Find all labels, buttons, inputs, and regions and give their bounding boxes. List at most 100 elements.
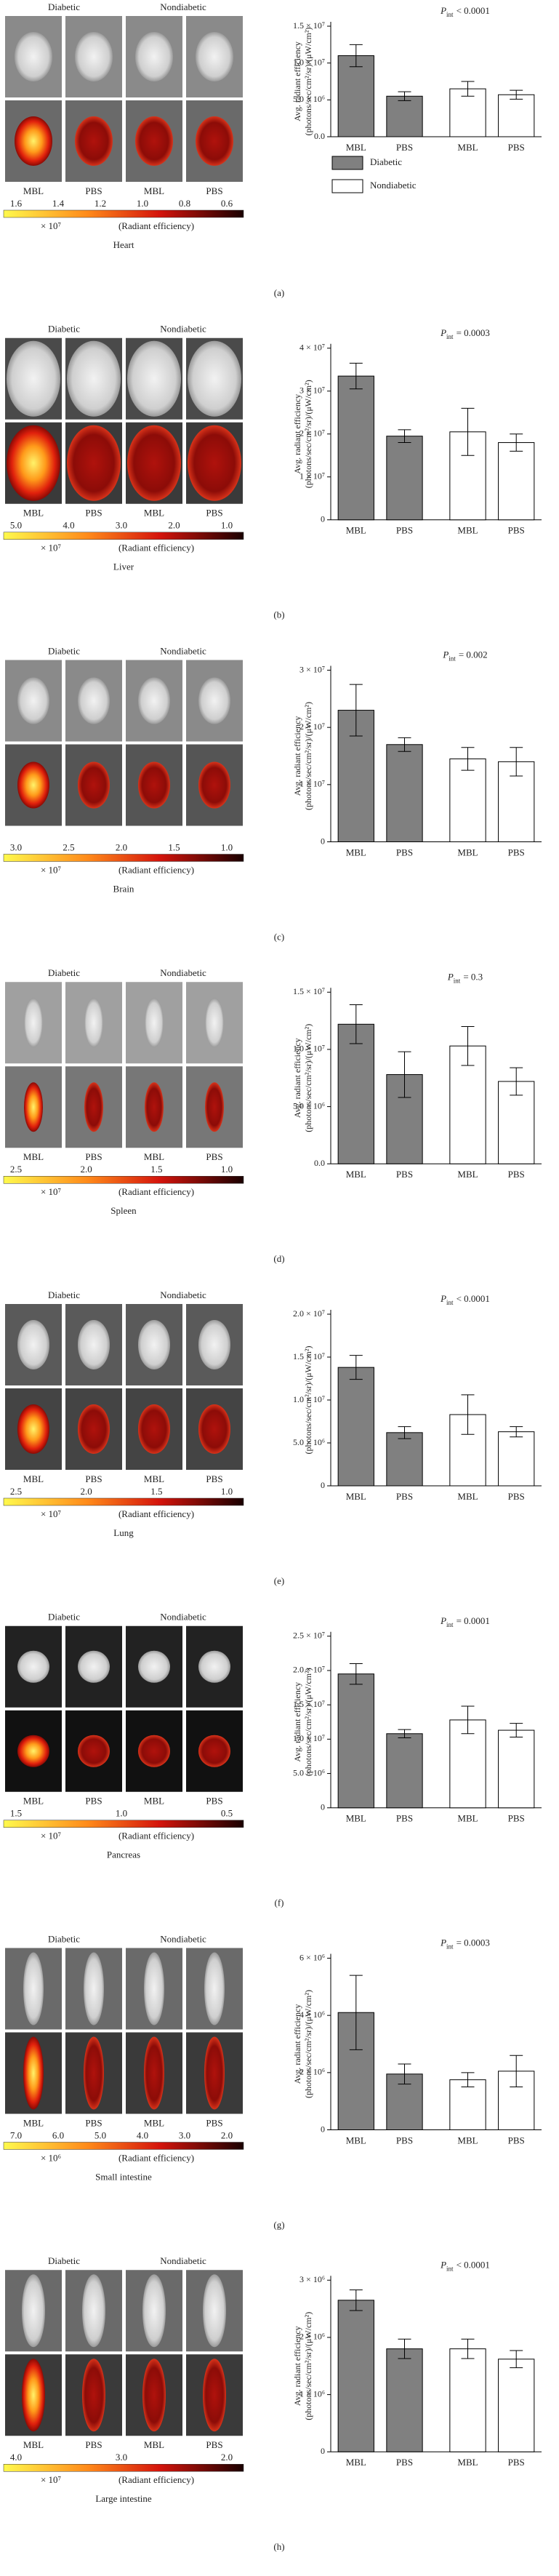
chart: Avg. radiant efficiency (photons/sec/cm²/…: [292, 327, 542, 536]
y-axis-label: (photons/sec/cm²/sr)/(μW/cm²): [303, 702, 313, 810]
group-label: Nondiabetic: [160, 2255, 206, 2266]
y-tick-label: 2 × 10⁷: [299, 428, 325, 439]
x-tick-label: PBS: [396, 525, 413, 536]
x-tick-label: PBS: [508, 142, 525, 153]
organ-name: Pancreas: [107, 1849, 140, 1860]
organ-name: Brain: [113, 883, 134, 894]
lane-label: PBS: [85, 1796, 102, 1807]
scale-tick-label: 7.0: [10, 2129, 22, 2140]
scale-tick-label: 3.0: [116, 2452, 127, 2463]
organ-signal: [138, 1735, 170, 1767]
organ: [78, 677, 110, 724]
x-tick-label: MBL: [457, 1169, 478, 1180]
error-bar: [510, 747, 523, 777]
error-bar: [349, 1975, 363, 2050]
p-text: < 0.0001: [457, 5, 490, 16]
p-text: = 0.3: [463, 971, 483, 982]
y-axis-label: (photons/sec/cm²/sr)/(μW/cm²): [303, 1024, 313, 1132]
organ: [7, 340, 60, 417]
error-bar: [510, 433, 523, 452]
panel: Diabetic Nondiabetic MBL PBS MBL PBS 4.0 3.0 2.0…: [3, 2255, 285, 2552]
error-bar: [510, 1723, 523, 1738]
scale-multiplier: × 10⁷: [41, 2474, 61, 2485]
scale-unit: (Radiant efficiency): [118, 1831, 194, 1841]
panel: Diabetic Nondiabetic MBL PBS MBL PBS 5.0 4.0 3.0…: [3, 324, 285, 620]
panel: Diabetic Nondiabetic MBL PBS MBL PBS 1.6 1.4 1.2…: [3, 1, 284, 298]
y-axis-label: (photons/sec/cm²/sr)/(μW/cm²): [303, 1990, 313, 2098]
group-label: Diabetic: [48, 1289, 80, 1300]
lane-label: PBS: [85, 508, 102, 519]
organ-name: Lung: [113, 1527, 134, 1538]
organ-signal: [204, 2036, 225, 2110]
scale-multiplier: × 10⁷: [41, 1186, 61, 1197]
organ-name: Large intestine: [95, 2493, 152, 2504]
error-bar: [349, 1355, 363, 1380]
scale-multiplier: × 10⁷: [41, 864, 61, 875]
p-symbol: P: [440, 1937, 446, 1948]
bar: [498, 1431, 535, 1487]
colorbar: [3, 532, 244, 540]
error-bar: [398, 2063, 411, 2085]
error-bar: [349, 2289, 363, 2311]
legend-swatch: [331, 156, 363, 170]
scale-multiplier: × 10⁶: [41, 2152, 61, 2163]
scale-tick-label: 3.0: [10, 841, 22, 852]
scale-tick-label: 1.5: [150, 1164, 162, 1175]
y-tick-label: 1.0 × 10⁷: [293, 1733, 325, 1743]
x-tick-label: MBL: [346, 2457, 366, 2468]
bar: [337, 1023, 374, 1164]
x-tick-label: MBL: [457, 142, 478, 153]
lane-label: MBL: [144, 1796, 164, 1807]
organ-signal: [7, 425, 60, 501]
organ-signal: [67, 425, 121, 501]
organ: [144, 1952, 164, 2025]
p-symbol: P: [447, 971, 454, 982]
bar: [449, 758, 486, 842]
group-label: Diabetic: [48, 324, 80, 335]
organ-signal: [205, 1082, 224, 1132]
p-text: = 0.0003: [457, 1937, 490, 1948]
y-tick-label: 0: [321, 1480, 325, 1490]
panel-letter: (f): [275, 1897, 284, 1908]
bar: [337, 1673, 374, 1809]
error-bar: [510, 1426, 523, 1438]
x-tick-label: MBL: [457, 1813, 478, 1824]
error-bar: [398, 91, 411, 101]
y-tick-label: 5.0 × 10⁶: [293, 1767, 325, 1777]
scale-multiplier: × 10⁷: [41, 1508, 61, 1519]
colorbar: [3, 1176, 244, 1184]
scale-unit: (Radiant efficiency): [118, 543, 194, 553]
organ: [82, 2274, 105, 2348]
lane-label: PBS: [85, 1151, 102, 1162]
panel-letter: (e): [274, 1575, 284, 1586]
lane-label: PBS: [85, 1473, 102, 1484]
error-bar: [349, 1004, 363, 1044]
panel-letter: (b): [273, 609, 284, 620]
chart: (photons/sec/cm²/sr)/(μW/cm²) Pint < 0.000…: [293, 1293, 542, 1502]
p-subscript: int: [446, 1299, 454, 1306]
organ: [75, 32, 113, 81]
organ-signal: [78, 761, 110, 809]
y-tick-label: 3 × 10⁷: [299, 664, 325, 674]
lane-label: MBL: [144, 185, 164, 196]
y-tick-label: 0.0: [314, 1158, 325, 1168]
organ-signal: [84, 2036, 104, 2110]
organ: [84, 1952, 104, 2025]
bar: [386, 1733, 423, 1809]
lane-label: MBL: [23, 2439, 44, 2450]
error-bar: [398, 1729, 411, 1738]
chart: Avg. radiant efficiency (photons/sec/cm²/…: [292, 2259, 542, 2468]
scale-multiplier: × 10⁷: [41, 543, 61, 553]
error-bar: [510, 2055, 523, 2087]
y-tick-label: 0.0: [314, 131, 325, 141]
lane-label: MBL: [23, 185, 44, 196]
y-tick-label: 5.0 × 10⁶: [293, 1437, 325, 1447]
y-tick-label: 3 × 10⁶: [299, 2274, 325, 2284]
organ-signal: [196, 116, 233, 166]
scale-tick-label: 0.5: [221, 1808, 233, 1819]
group-label: Diabetic: [48, 967, 80, 978]
panel: Diabetic Nondiabetic 3.0 2.5 2.0 1.5 1.0 × 10⁷ (…: [3, 645, 284, 942]
scale-multiplier: × 10⁷: [41, 220, 61, 231]
y-axis-label: (photons/sec/cm²/sr)/(μW/cm²): [303, 2312, 313, 2420]
error-bar: [461, 81, 475, 97]
